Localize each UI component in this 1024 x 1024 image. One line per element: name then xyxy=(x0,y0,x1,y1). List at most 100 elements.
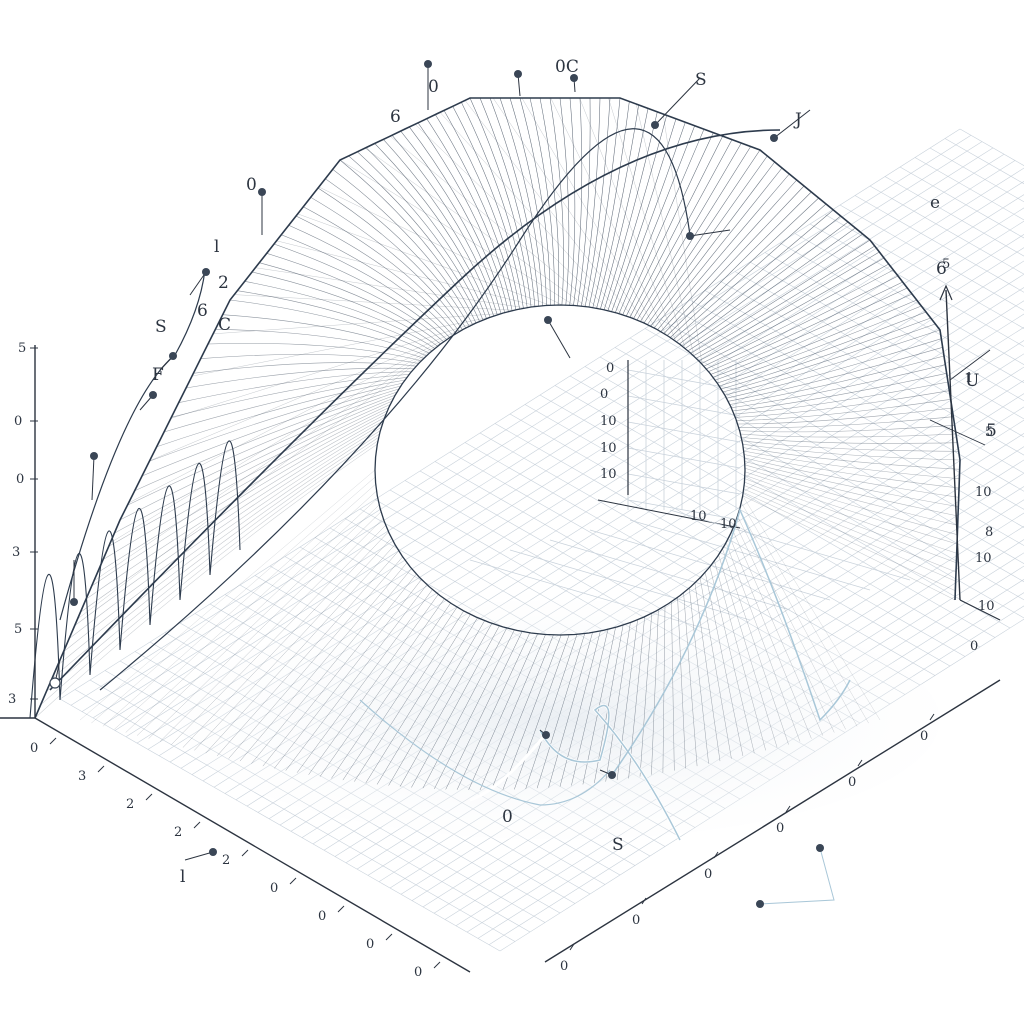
callout-leader xyxy=(654,77,701,126)
wall-grid-line xyxy=(627,447,741,469)
mesh-line xyxy=(559,97,570,306)
mesh-line xyxy=(149,382,403,462)
depth-axis-tick-label: 0 xyxy=(776,821,784,836)
mesh-line xyxy=(170,321,480,419)
mesh-line xyxy=(414,124,611,312)
annotation-label: 6 xyxy=(197,301,208,321)
mesh-line xyxy=(662,605,666,773)
mesh-line xyxy=(636,142,742,321)
mesh-line xyxy=(735,390,950,418)
mesh-line xyxy=(251,568,412,764)
wall-grid-line xyxy=(627,421,741,443)
mesh-line xyxy=(148,511,382,739)
mesh-line xyxy=(740,433,957,438)
front-axis-tick-label: 0 xyxy=(414,965,422,980)
mesh-line xyxy=(722,323,936,393)
mesh-line xyxy=(348,155,480,322)
spike-line xyxy=(59,269,206,621)
callout-marker xyxy=(544,316,552,324)
mesh-line xyxy=(295,215,457,334)
front-axis-tick xyxy=(193,821,201,829)
mesh-line xyxy=(657,173,790,330)
mesh-line xyxy=(741,437,958,444)
mesh-line xyxy=(679,215,841,345)
mesh-line xyxy=(734,381,949,415)
mesh-line xyxy=(640,146,751,322)
mesh-line xyxy=(611,118,677,312)
mesh-line xyxy=(579,97,677,342)
mesh-line xyxy=(110,338,448,544)
mesh-line xyxy=(274,579,422,769)
back-axis-tick-label: 0 xyxy=(600,387,608,402)
mesh-line xyxy=(521,97,656,329)
mesh-line xyxy=(744,454,960,489)
mesh-line xyxy=(114,397,394,534)
mesh-line xyxy=(698,257,885,362)
mesh-line xyxy=(331,602,451,779)
mesh-line xyxy=(742,495,881,721)
mesh-line xyxy=(596,104,639,309)
depth-axis-tick xyxy=(857,759,863,767)
back-axis-tick-label: 10 xyxy=(720,517,737,532)
mesh-line xyxy=(685,227,856,349)
callout-leader xyxy=(773,109,811,139)
annotation-label: 5 xyxy=(986,421,997,441)
callouts xyxy=(49,60,835,908)
mesh-line xyxy=(63,427,382,653)
mesh-line xyxy=(229,299,430,354)
mesh-line xyxy=(435,114,517,310)
front-axis-tick-label: 2 xyxy=(174,825,182,840)
inner-floor-line xyxy=(629,519,871,591)
mesh-line xyxy=(266,253,444,343)
mesh-line xyxy=(742,440,959,452)
mesh-line xyxy=(365,147,487,319)
mesh-line xyxy=(607,115,667,311)
mesh-line xyxy=(297,213,551,306)
callout-marker xyxy=(169,352,177,360)
inner-floor-line xyxy=(549,539,791,611)
depth-axis-tick-label: 0 xyxy=(560,959,568,974)
mesh-line xyxy=(736,399,951,421)
mesh-line xyxy=(213,313,502,335)
mesh-line xyxy=(742,495,956,601)
callout-marker xyxy=(756,900,764,908)
mesh-line xyxy=(676,209,834,343)
callout-marker xyxy=(70,598,78,606)
right-axis-tick-label: 5 xyxy=(985,425,993,440)
floor-grid-line xyxy=(809,223,1024,347)
annotation-label: 0 xyxy=(502,807,513,827)
annotation-label: S xyxy=(612,835,624,855)
mesh-line xyxy=(399,623,493,787)
floor-grid-line xyxy=(599,356,1024,601)
mesh-line xyxy=(354,610,464,782)
mesh-line xyxy=(732,529,824,736)
mesh-line xyxy=(744,471,958,535)
depth-axis-tick xyxy=(785,805,791,813)
right-axis-tick-label: 10 xyxy=(975,485,992,500)
inner-floor-line xyxy=(589,529,831,601)
mesh-line xyxy=(719,311,927,387)
right-axis-tick-label: 8 xyxy=(985,525,993,540)
mesh-line xyxy=(128,332,458,504)
mesh-line xyxy=(303,206,460,332)
mesh-line xyxy=(244,281,435,349)
mesh-line xyxy=(411,625,500,788)
mesh-line xyxy=(737,516,846,730)
front-axis-tick-label: 3 xyxy=(78,769,86,784)
mesh-line xyxy=(389,135,599,309)
mesh-line xyxy=(215,329,424,359)
floor-grid-line xyxy=(854,195,1024,293)
mesh-line xyxy=(683,592,698,767)
mesh-line xyxy=(701,263,889,364)
probe-curve xyxy=(611,507,851,776)
mesh-line xyxy=(339,159,477,324)
mesh-line xyxy=(744,457,959,498)
callout-marker xyxy=(258,188,266,196)
mesh-line xyxy=(185,367,414,389)
mesh-line xyxy=(673,203,827,340)
floor-grid-line xyxy=(779,242,1024,384)
mesh-line xyxy=(643,149,761,324)
mesh-line xyxy=(635,103,695,357)
mesh-line xyxy=(102,404,391,560)
mesh-line xyxy=(285,584,428,771)
